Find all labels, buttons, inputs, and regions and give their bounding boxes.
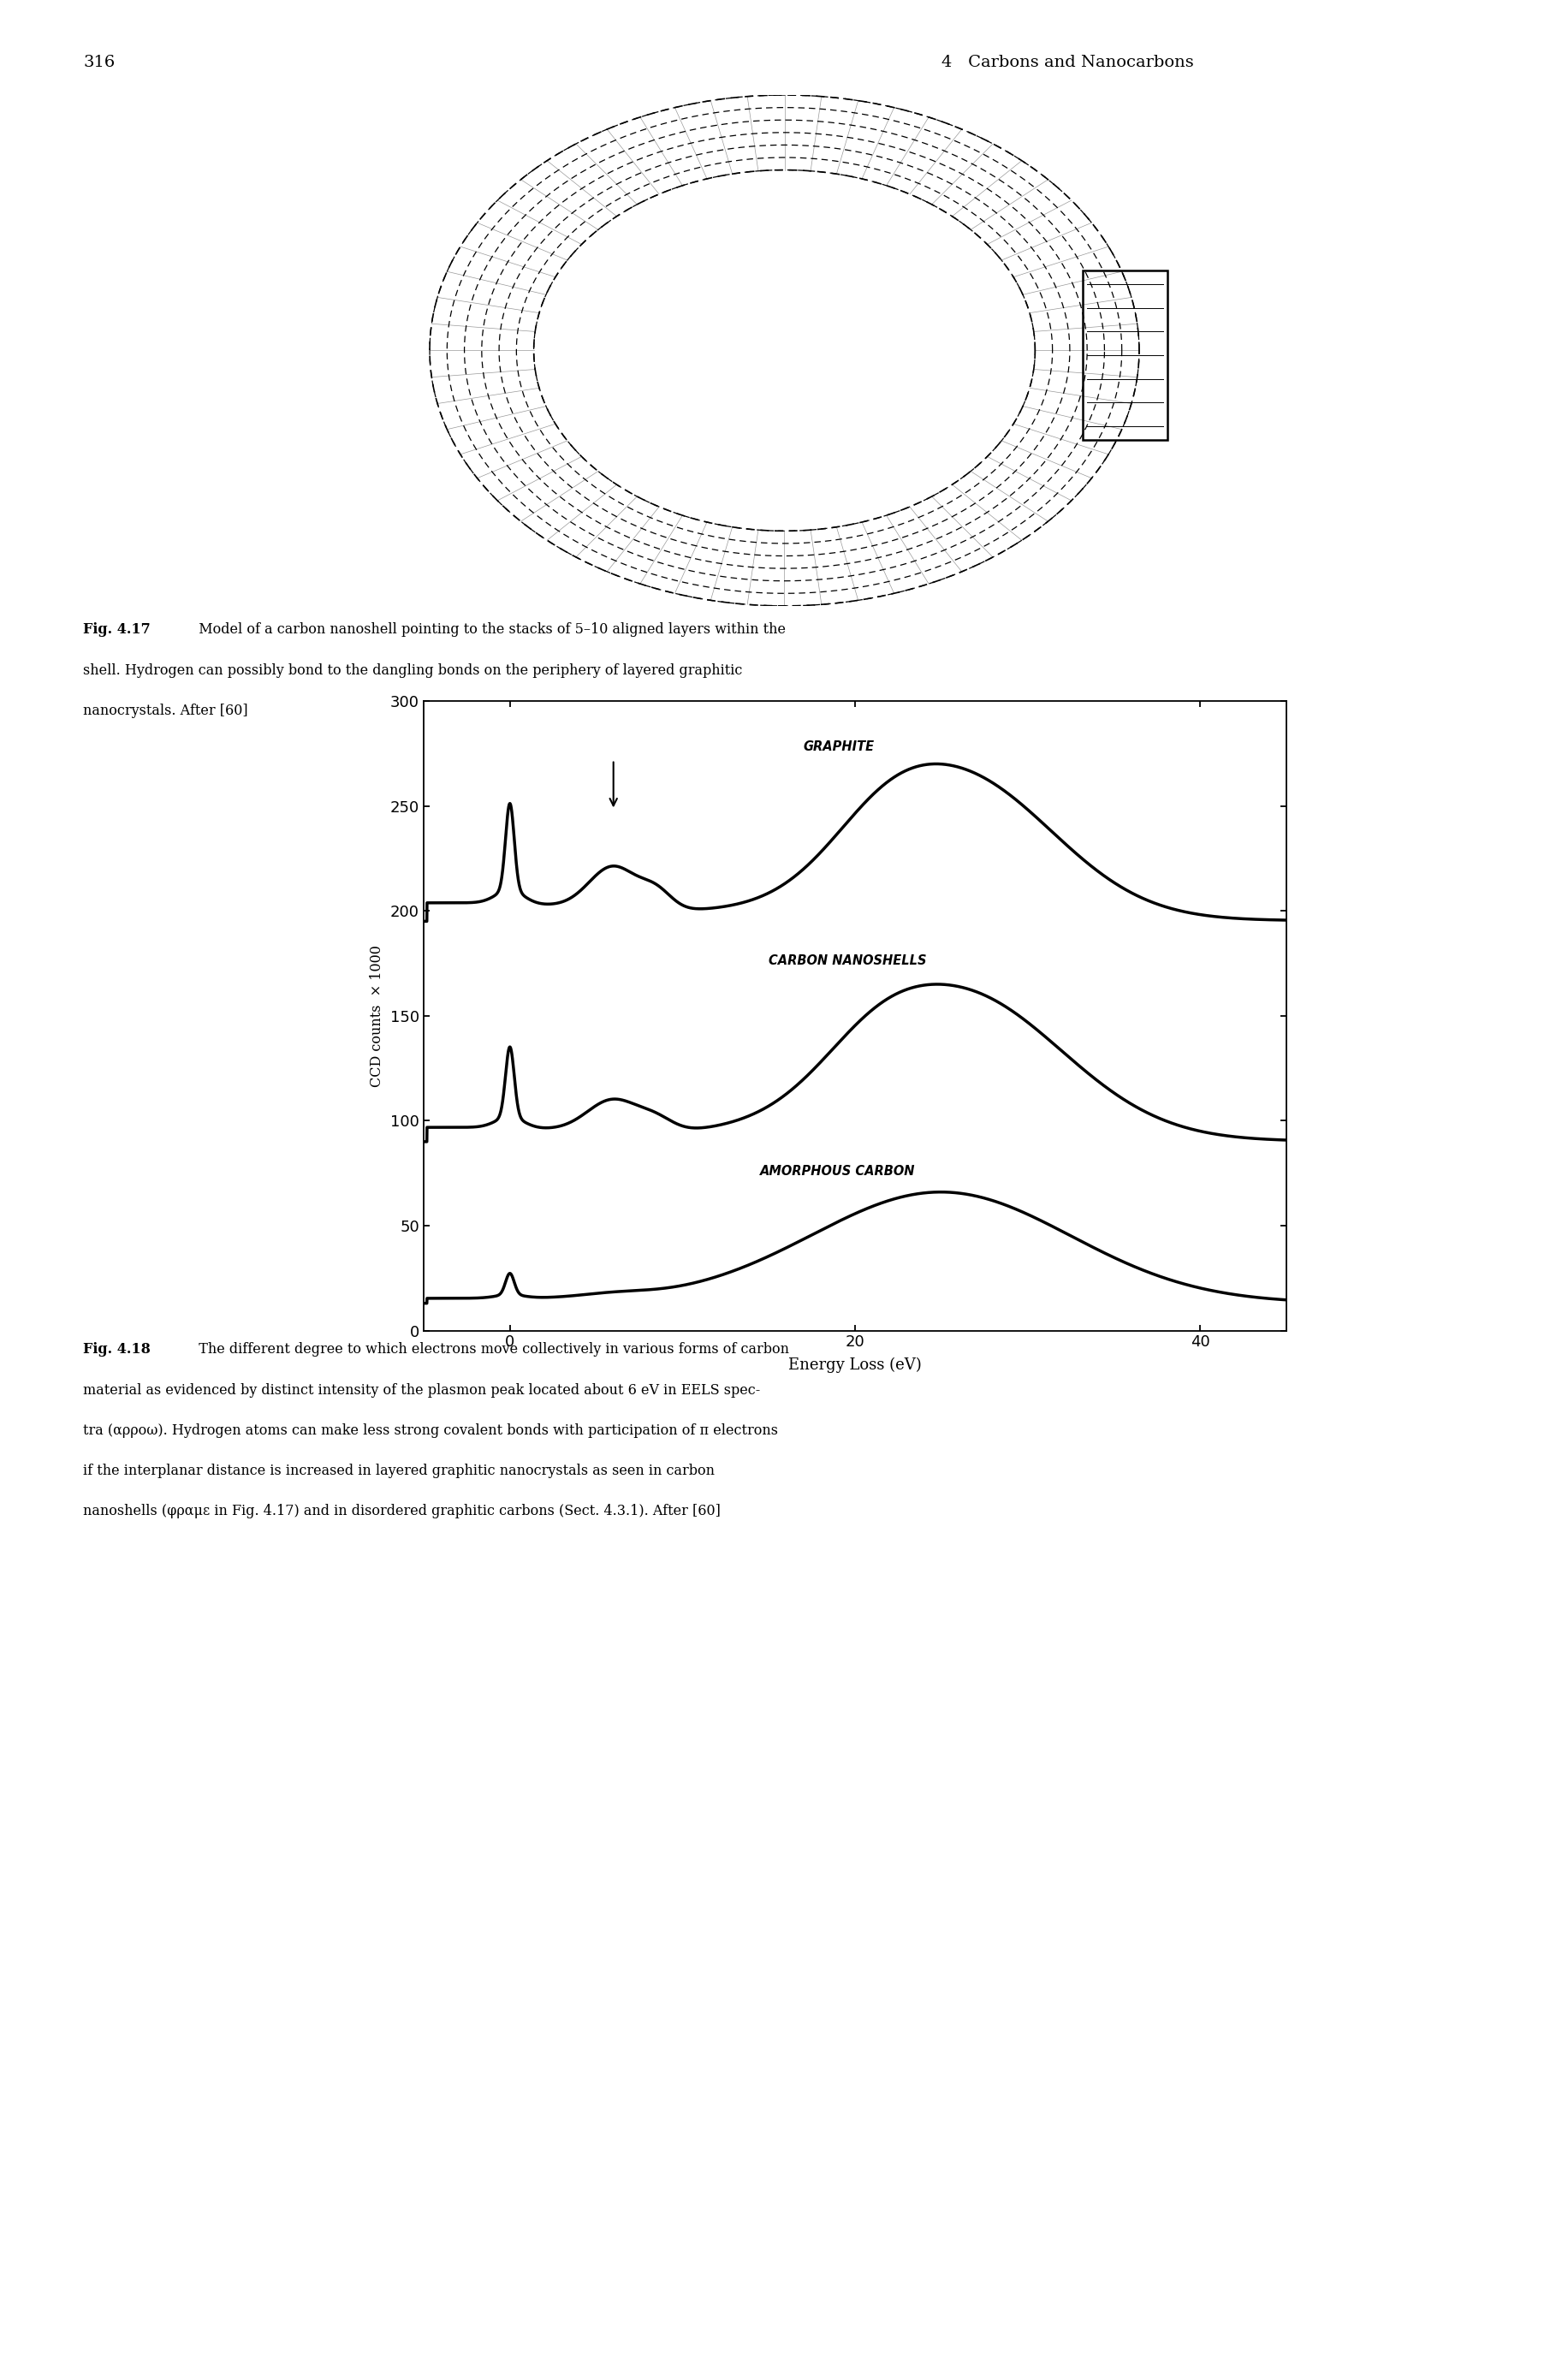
Text: GRAPHITE: GRAPHITE <box>803 741 873 753</box>
Text: Fig. 4.17: Fig. 4.17 <box>83 623 151 637</box>
Text: shell. Hydrogen can possibly bond to the dangling bonds on the periphery of laye: shell. Hydrogen can possibly bond to the… <box>83 663 742 677</box>
Text: nanocrystals. After [60]: nanocrystals. After [60] <box>83 703 248 718</box>
Bar <box>1082 271 1167 440</box>
Text: material as evidenced by distinct intensity of the plasmon peak located about 6 : material as evidenced by distinct intens… <box>83 1383 760 1397</box>
Text: The different degree to which electrons move collectively in various forms of ca: The different degree to which electrons … <box>190 1342 789 1357</box>
Text: if the interplanar distance is increased in layered graphitic nanocrystals as se: if the interplanar distance is increased… <box>83 1464 715 1478</box>
Y-axis label: CCD counts  × 1000: CCD counts × 1000 <box>370 946 384 1086</box>
Text: 316: 316 <box>83 55 114 69</box>
Text: tra (αρροω). Hydrogen atoms can make less strong covalent bonds with participati: tra (αρροω). Hydrogen atoms can make les… <box>83 1423 778 1437</box>
Text: CARBON NANOSHELLS: CARBON NANOSHELLS <box>768 955 927 967</box>
Text: AMORPHOUS CARBON: AMORPHOUS CARBON <box>759 1164 916 1178</box>
Text: Fig. 4.18: Fig. 4.18 <box>83 1342 151 1357</box>
Text: nanoshells (φραμε in Fig. 4.17) and in disordered graphitic carbons (Sect. 4.3.1: nanoshells (φραμε in Fig. 4.17) and in d… <box>83 1504 720 1518</box>
Text: 4   Carbons and Nanocarbons: 4 Carbons and Nanocarbons <box>941 55 1193 69</box>
Text: Model of a carbon nanoshell pointing to the stacks of 5–10 aligned layers within: Model of a carbon nanoshell pointing to … <box>190 623 786 637</box>
X-axis label: Energy Loss (eV): Energy Loss (eV) <box>789 1357 920 1373</box>
